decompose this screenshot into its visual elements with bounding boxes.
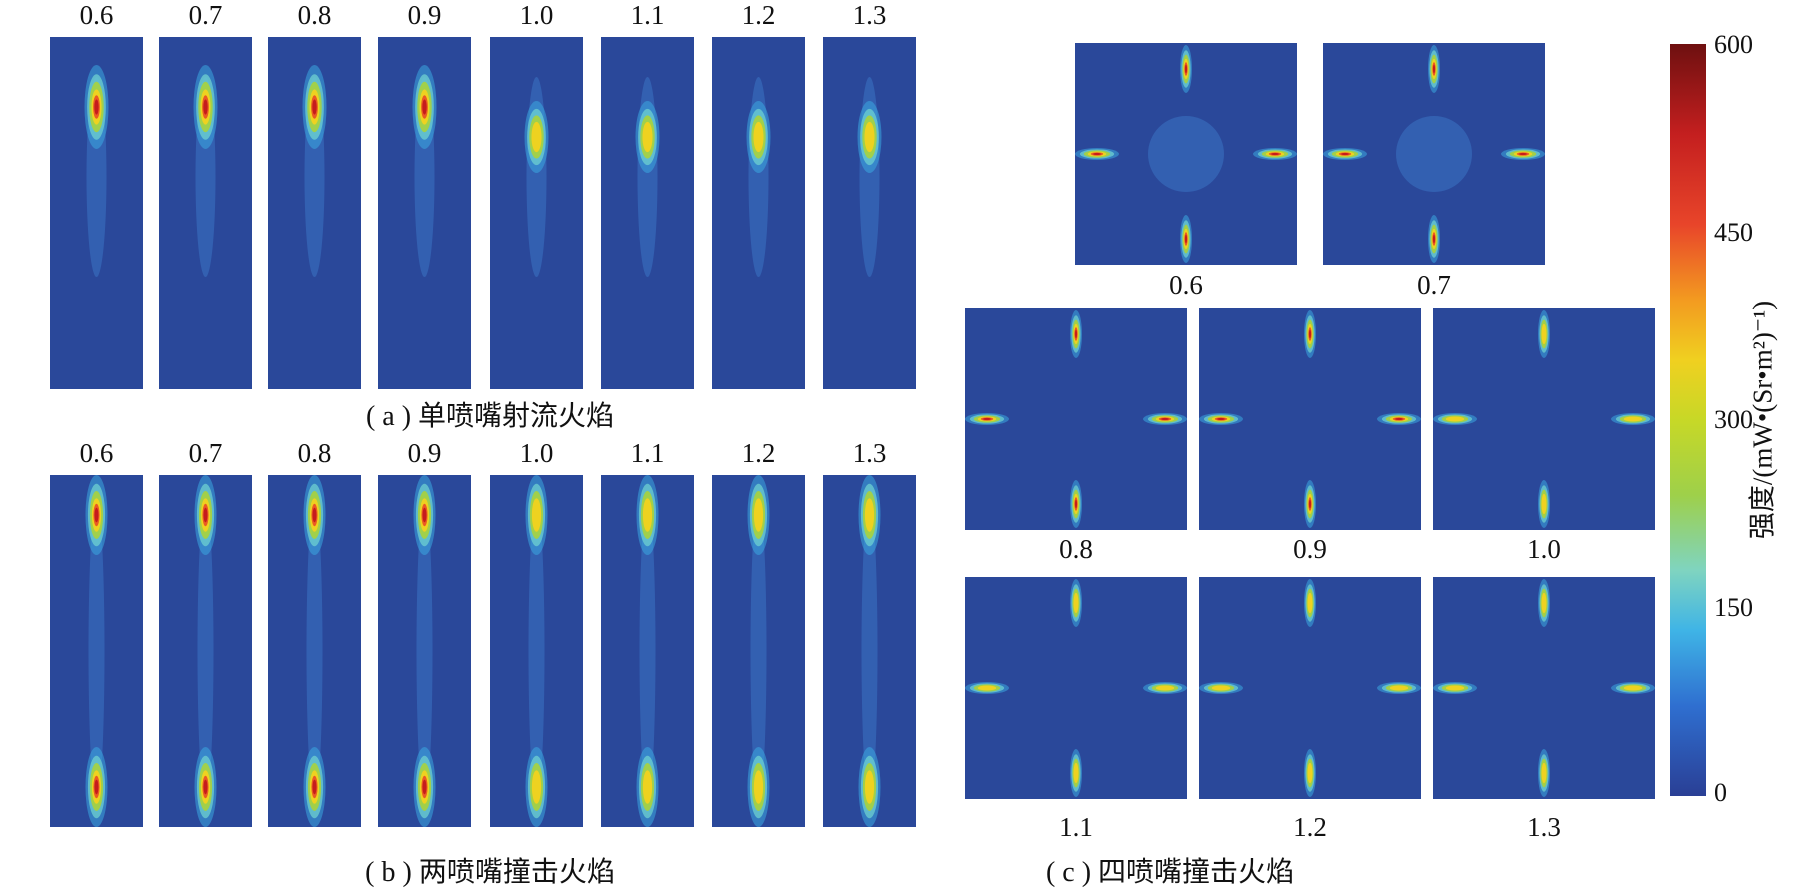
panel-b-label-5: 1.1 bbox=[630, 438, 665, 468]
panel-c-label-5: 1.1 bbox=[1059, 812, 1093, 842]
panel-c-label-1: 0.7 bbox=[1417, 270, 1451, 300]
colorbar-tick-0: 0 bbox=[1714, 778, 1727, 807]
panel-c-flame-0 bbox=[1075, 43, 1297, 265]
colorbar-tick-450: 450 bbox=[1714, 218, 1753, 247]
panel-c-label-0: 0.6 bbox=[1169, 270, 1203, 300]
panel-b-flame-6 bbox=[712, 475, 805, 827]
panel-a-label-3: 0.9 bbox=[407, 0, 442, 30]
panel-c-flame-4 bbox=[1433, 308, 1655, 530]
panel-c-label-7: 1.3 bbox=[1527, 812, 1561, 842]
panel-a-label-0: 0.6 bbox=[79, 0, 114, 30]
panel-c-flame-2 bbox=[965, 308, 1187, 530]
panel-c-label-3: 0.9 bbox=[1293, 534, 1327, 564]
panel-a-label-2: 0.8 bbox=[297, 0, 332, 30]
panel-c-caption: ( c ) 四喷嘴撞击火焰 bbox=[1045, 857, 1295, 888]
colorbar-tick-150: 150 bbox=[1714, 593, 1753, 622]
panel-a-label-7: 1.3 bbox=[852, 0, 887, 30]
panel-c-flame-7 bbox=[1433, 577, 1655, 799]
panel-a-flame-7 bbox=[823, 37, 916, 389]
colorbar-tick-600: 600 bbox=[1714, 30, 1753, 59]
panel-b-flame-2 bbox=[268, 475, 361, 827]
panel-b-label-1: 0.7 bbox=[188, 438, 223, 468]
panel-a-flame-6 bbox=[712, 37, 805, 389]
panel-b-flame-5 bbox=[601, 475, 694, 827]
panel-c-label-4: 1.0 bbox=[1527, 534, 1561, 564]
panel-b-label-0: 0.6 bbox=[79, 438, 114, 468]
panel-c-flame-5 bbox=[965, 577, 1187, 799]
panel-a-flame-1 bbox=[159, 37, 252, 389]
panel-a-label-5: 1.1 bbox=[630, 0, 665, 30]
panel-a-label-1: 0.7 bbox=[188, 0, 223, 30]
colorbar-tick-300: 300 bbox=[1714, 405, 1753, 434]
panel-c-flame-1 bbox=[1323, 43, 1545, 265]
panel-b-flame-1 bbox=[159, 475, 252, 827]
panel-b-label-2: 0.8 bbox=[297, 438, 332, 468]
panel-a-flame-2 bbox=[268, 37, 361, 389]
panel-c-label-2: 0.8 bbox=[1059, 534, 1093, 564]
panel-b-flame-3 bbox=[378, 475, 471, 827]
intensity-colorbar bbox=[1670, 44, 1706, 796]
panel-a-flame-0 bbox=[50, 37, 143, 389]
panel-b-flame-0 bbox=[50, 475, 143, 827]
panel-a-flame-5 bbox=[601, 37, 694, 389]
panel-a-caption: ( a ) 单喷嘴射流火焰 bbox=[365, 401, 615, 432]
panel-b-label-4: 1.0 bbox=[519, 438, 554, 468]
panel-a-label-6: 1.2 bbox=[741, 0, 776, 30]
panel-c-label-6: 1.2 bbox=[1293, 812, 1327, 842]
panel-a-flame-3 bbox=[378, 37, 471, 389]
panel-c-flame-3 bbox=[1199, 308, 1421, 530]
panel-b-flame-7 bbox=[823, 475, 916, 827]
panel-a-flame-4 bbox=[490, 37, 583, 389]
colorbar-title: 强度/(mW•(Sr•m²)⁻¹) bbox=[1747, 300, 1778, 540]
panel-b-caption: ( b ) 两喷嘴撞击火焰 bbox=[365, 857, 615, 888]
panel-b-label-7: 1.3 bbox=[852, 438, 887, 468]
panel-c-flame-6 bbox=[1199, 577, 1421, 799]
panel-b-label-3: 0.9 bbox=[407, 438, 442, 468]
panel-a-label-4: 1.0 bbox=[519, 0, 554, 30]
panel-b-flame-4 bbox=[490, 475, 583, 827]
panel-b-label-6: 1.2 bbox=[741, 438, 776, 468]
